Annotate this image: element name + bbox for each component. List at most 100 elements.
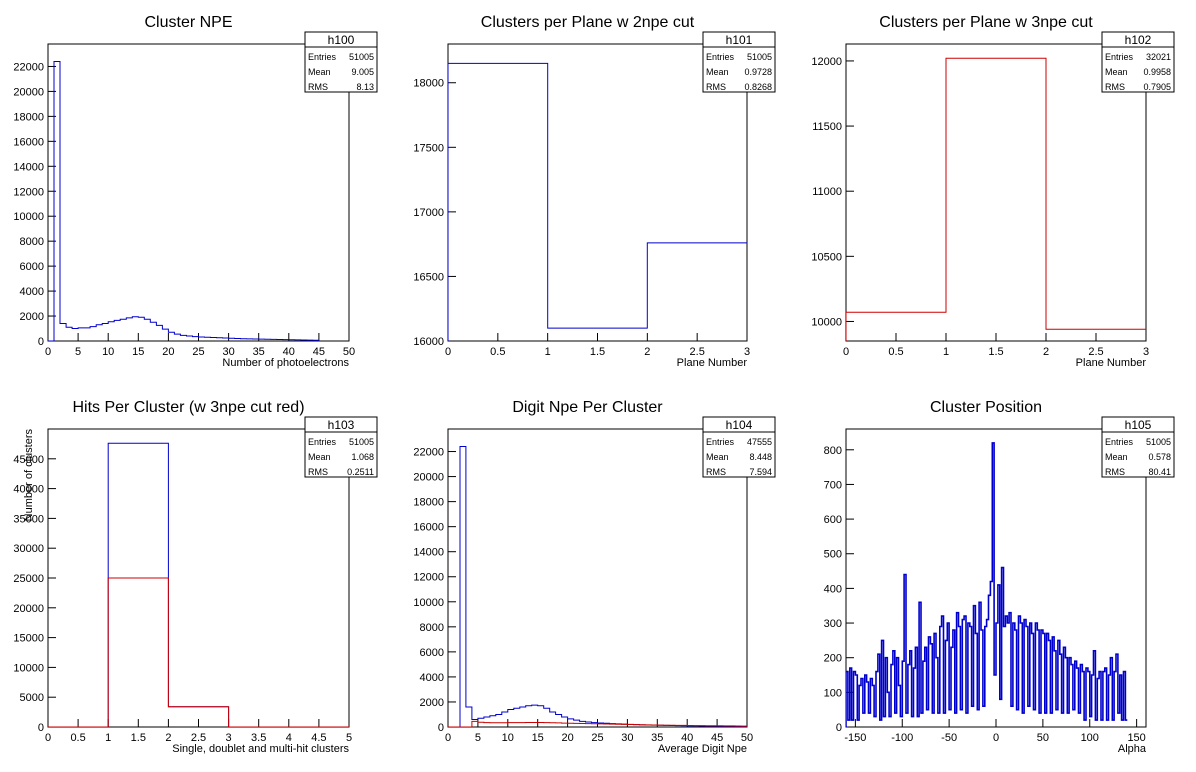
x-tick-label: 35 <box>651 732 663 744</box>
stats-label: RMS <box>308 467 328 477</box>
x-tick-label: 0 <box>45 346 51 358</box>
x-axis-label: Plane Number <box>677 357 748 369</box>
y-tick-label: 12000 <box>811 56 842 68</box>
stats-label: Entries <box>706 52 735 62</box>
x-tick-label: -150 <box>844 732 866 744</box>
y-tick-label: 25000 <box>13 573 44 585</box>
x-tick-label: 2 <box>644 346 650 358</box>
y-tick-label: 5000 <box>20 692 44 704</box>
stats-label: Mean <box>706 452 729 462</box>
x-tick-label: 25 <box>591 732 603 744</box>
x-tick-label: 35 <box>253 346 265 358</box>
stats-value-mean: 1.068 <box>351 452 374 462</box>
x-tick-label: 40 <box>681 732 693 744</box>
x-tick-label: -50 <box>941 732 957 744</box>
y-tick-label: 22000 <box>413 447 444 459</box>
stats-value-entries: 51005 <box>747 52 772 62</box>
y-tick-label: 4000 <box>20 286 44 298</box>
stats-box: h105 Entries 51005 Mean 0.578 RMS 80.41 <box>1101 416 1175 478</box>
y-axis-label: Number of clusters <box>23 429 35 522</box>
histogram-series-0 <box>48 61 319 341</box>
x-tick-label: -100 <box>891 732 913 744</box>
stats-label: Mean <box>1105 452 1128 462</box>
x-axis-label: Number of photoelectrons <box>222 357 349 369</box>
y-tick-label: 35000 <box>13 513 44 525</box>
chart-title: Clusters per Plane w 2npe cut <box>481 14 695 31</box>
x-tick-label: 2.5 <box>1088 346 1103 358</box>
stats-value-entries: 51005 <box>349 437 374 447</box>
stats-title: h100 <box>328 33 355 47</box>
y-tick-label: 2000 <box>420 697 444 709</box>
x-tick-label: 45 <box>711 732 723 744</box>
x-axis-label: Average Digit Npe <box>658 743 747 755</box>
stats-label: RMS <box>1105 82 1125 92</box>
histogram-panel-h105: Cluster Position -150 -100 -50 0 50 100 150 0 100… <box>824 399 1175 755</box>
stats-box: h100 Entries 51005 Mean 9.005 RMS 8.13 <box>304 31 378 93</box>
plot-frame <box>47 43 350 342</box>
y-tick-label: 18000 <box>413 78 444 90</box>
chart-title: Cluster NPE <box>144 14 232 31</box>
y-tick-label: 400 <box>824 583 842 595</box>
x-tick-label: 0.5 <box>70 732 85 744</box>
y-tick-label: 11500 <box>812 121 842 133</box>
histogram-series-0 <box>448 62 747 341</box>
x-tick-label: 0 <box>445 346 451 358</box>
y-tick-label: 0 <box>438 722 444 734</box>
y-tick-label: 6000 <box>420 647 444 659</box>
y-tick-label: 100 <box>824 687 842 699</box>
y-tick-label: 200 <box>824 653 842 665</box>
y-tick-label: 0 <box>38 336 44 348</box>
y-tick-label: 14000 <box>413 547 444 559</box>
y-tick-label: 11000 <box>812 186 842 198</box>
x-tick-label: 0 <box>993 732 999 744</box>
stats-box: h102 Entries 32021 Mean 0.9958 RMS 0.7905 <box>1101 31 1175 93</box>
y-tick-label: 18000 <box>413 497 444 509</box>
stats-value-rms: 7.594 <box>749 467 772 477</box>
stats-value-rms: 0.8268 <box>744 82 772 92</box>
y-tick-label: 4000 <box>420 672 444 684</box>
x-tick-label: 4.5 <box>311 732 326 744</box>
x-tick-label: 0 <box>45 732 51 744</box>
y-tick-label: 8000 <box>420 622 444 634</box>
x-tick-label: 30 <box>222 346 234 358</box>
stats-title: h105 <box>1125 418 1152 432</box>
y-tick-label: 30000 <box>13 543 44 555</box>
stats-value-mean: 0.9958 <box>1143 67 1171 77</box>
stats-value-rms: 80.41 <box>1148 467 1171 477</box>
x-tick-label: 10 <box>102 346 114 358</box>
stats-value-rms: 8.13 <box>356 82 374 92</box>
x-tick-label: 20 <box>162 346 174 358</box>
stats-label: Entries <box>308 437 337 447</box>
plot-frame <box>47 428 350 728</box>
y-tick-label: 10000 <box>811 316 842 328</box>
x-tick-label: 2 <box>165 732 171 744</box>
y-tick-label: 16000 <box>413 522 444 534</box>
y-tick-label: 10500 <box>811 251 842 263</box>
x-tick-label: 150 <box>1127 732 1145 744</box>
plot-frame <box>447 43 748 342</box>
x-axis-label: Single, doublet and multi-hit clusters <box>172 743 349 755</box>
stats-label: Mean <box>706 67 729 77</box>
stats-box: h103 Entries 51005 Mean 1.068 RMS 0.2511 <box>304 416 378 478</box>
x-tick-label: 40 <box>283 346 295 358</box>
stats-label: Entries <box>706 437 735 447</box>
stats-label: Entries <box>308 52 337 62</box>
stats-value-mean: 0.578 <box>1148 452 1171 462</box>
stats-label: RMS <box>706 467 726 477</box>
stats-label: Entries <box>1105 437 1134 447</box>
x-tick-label: 3 <box>744 346 750 358</box>
stats-value-rms: 0.7905 <box>1143 82 1171 92</box>
x-tick-label: 1.5 <box>131 732 146 744</box>
chart-title: Hits Per Cluster (w 3npe cut red) <box>72 399 304 416</box>
x-tick-label: 1 <box>105 732 111 744</box>
plot-frame <box>845 43 1147 342</box>
y-tick-label: 18000 <box>13 111 44 123</box>
x-tick-label: 30 <box>621 732 633 744</box>
chart-title: Clusters per Plane w 3npe cut <box>879 14 1093 31</box>
y-tick-label: 0 <box>836 722 842 734</box>
y-tick-label: 16000 <box>13 136 44 148</box>
x-tick-label: 100 <box>1081 732 1099 744</box>
stats-box: h101 Entries 51005 Mean 0.9728 RMS 0.8268 <box>702 31 776 93</box>
y-tick-label: 10000 <box>413 597 444 609</box>
stats-box: h104 Entries 47555 Mean 8.448 RMS 7.594 <box>702 416 776 478</box>
